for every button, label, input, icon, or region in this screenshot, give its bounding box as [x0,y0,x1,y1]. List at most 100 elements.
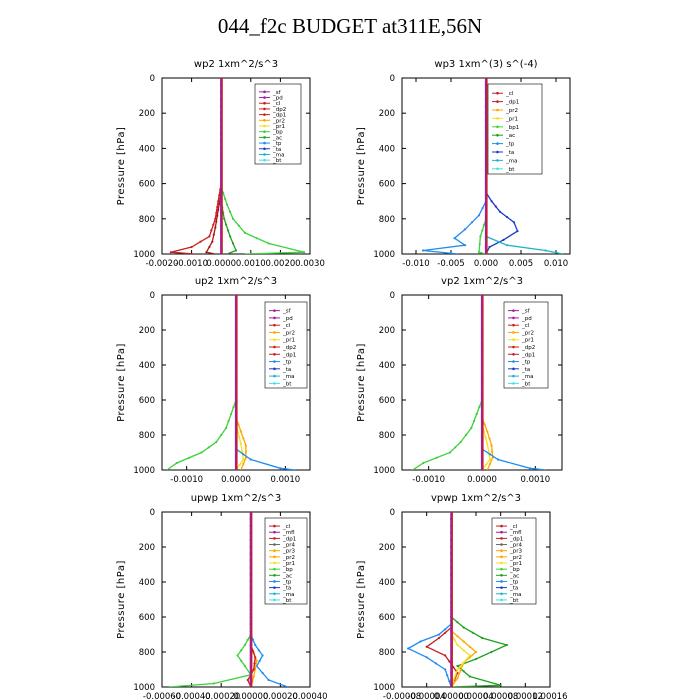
series-marker [483,223,486,226]
series-marker [477,251,481,254]
series-marker [217,200,220,203]
x-tick-label: -0.00040 [172,692,210,700]
series-marker [528,467,532,470]
legend-marker [273,561,276,565]
legend-label: _dp2 [521,345,535,351]
series-marker [218,194,221,197]
series-marker [437,636,441,640]
legend-label: _ta [272,147,281,153]
series-group [406,512,509,687]
series-marker [425,656,428,659]
x-tick-label: 0.00016 [532,692,567,700]
series-marker [471,631,474,634]
series-marker [249,458,252,461]
legend-label: _cl [282,323,291,329]
x-tick-label: 0.0000 [206,259,236,269]
series-marker [199,240,202,243]
legend-marker [500,580,503,583]
x-tick-label: 0.0010 [236,259,266,269]
series-line-tp [406,512,452,687]
series-marker [456,643,459,647]
series-marker [252,675,255,678]
legend-marker [273,555,276,559]
legend-marker [500,567,503,571]
y-tick-label: 200 [379,109,395,119]
legend-label: _ac [505,133,515,139]
series-marker [238,463,241,466]
panel-1: wp2 1xm^2/s^3 Pressure [hPa] 0 200 400 600 800… [116,59,325,269]
series-marker [448,451,452,454]
legend-label: _cl [509,524,518,530]
y-tick-label: 0 [150,291,155,301]
y-tick-label: 200 [379,326,395,336]
series-group [166,295,296,470]
series-marker [468,654,471,657]
series-marker [481,229,484,232]
y-tick-label: 600 [139,613,155,623]
x-tick-label: 0.0010 [270,475,300,485]
series-marker [488,437,491,440]
legend-marker [500,561,503,565]
series-marker [470,221,474,224]
legend-marker [263,96,266,99]
x-tick-label: 0.00008 [483,692,518,700]
series-marker [244,456,247,459]
legend-label: _mfl [282,530,295,536]
legend-label: _ta [505,150,514,156]
legend-marker [273,374,276,378]
legend-marker [496,142,499,145]
series-marker [470,426,473,430]
legend-marker [512,367,515,371]
series-marker [214,217,217,220]
series-marker [255,237,258,240]
legend-marker [500,574,503,577]
y-tick-label: 400 [379,578,395,588]
legend-marker [273,543,276,546]
legend-marker [273,530,276,534]
legend-marker [500,543,503,546]
legend-label: _pr2 [505,108,518,114]
legend-marker [273,524,276,528]
x-tick-label: 0.00004 [458,692,493,700]
legend-label: _ma [272,152,284,158]
y-axis-label: Pressure [hPa] [116,127,127,206]
legend-marker [273,567,276,571]
legend: _sf_pd_cl_pr2 _pr1_dp2_dp1 _tp_ta_ma_bt [503,301,549,389]
series-marker [481,636,484,640]
series-marker [498,210,502,213]
x-tick-label: 0.00000 [233,692,268,700]
y-tick-label: 800 [139,648,155,658]
y-tick-label: 0 [150,508,155,518]
series-marker [261,671,264,675]
series-marker [241,450,244,453]
series-marker [479,235,482,238]
x-tick-label: 0.00000 [434,692,469,700]
legend-marker [496,150,499,154]
series-marker [220,433,223,437]
x-tick-label: 0.010 [544,259,568,269]
x-tick-label: 0.00040 [292,692,327,700]
legend-label: _sf [282,309,292,315]
series-marker [444,654,447,657]
legend-box [264,301,308,389]
legend-marker [512,323,515,327]
series-marker [234,249,238,252]
series-marker [255,659,258,662]
series-marker [505,244,509,247]
panel-title: up2 1xm^2/s^3 [195,276,277,287]
legend-marker [263,147,266,151]
series-marker [453,237,456,240]
legend-marker [273,316,276,320]
legend-label: _ma [282,374,294,380]
series-marker [227,229,230,232]
series-marker [494,205,497,208]
legend-label: _dp1 [282,536,296,542]
y-tick-label: 800 [139,431,155,441]
legend-label: _bt [521,381,531,387]
legend-marker [273,345,276,349]
series-marker [208,235,211,238]
x-tick-label: 0.0000 [221,475,251,485]
legend-marker [500,549,503,552]
panel-title: vp2 1xm^2/s^3 [441,276,523,287]
legend: _cl_mfl_dp1_pr4_pr3_pr2_pr1_bp_ac_tp_ta_… [491,517,537,605]
